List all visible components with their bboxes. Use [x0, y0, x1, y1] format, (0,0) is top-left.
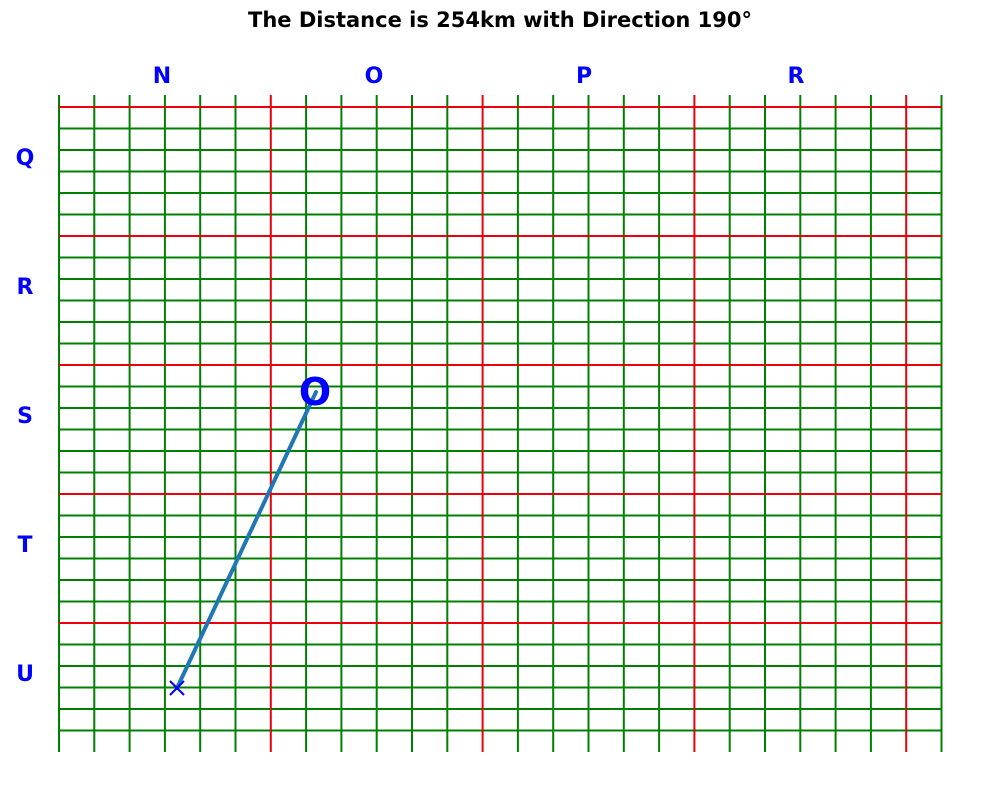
column-label: P — [576, 64, 592, 89]
column-label: R — [788, 64, 805, 89]
end-x-icon — [169, 680, 185, 696]
row-label: S — [17, 404, 33, 429]
row-label: T — [17, 533, 32, 558]
grid-labels: N O P R Q R S T U — [16, 64, 805, 687]
column-label: N — [153, 64, 171, 89]
chart-title: The Distance is 254km with Direction 190… — [248, 8, 752, 32]
origin-marker: O — [299, 370, 331, 414]
column-label: O — [365, 64, 384, 89]
route-line — [175, 390, 318, 690]
row-label: R — [17, 275, 34, 300]
row-label: Q — [16, 146, 35, 171]
route-group: O — [169, 370, 331, 696]
row-label: U — [16, 662, 34, 687]
minor-grid-lines — [58, 95, 943, 752]
